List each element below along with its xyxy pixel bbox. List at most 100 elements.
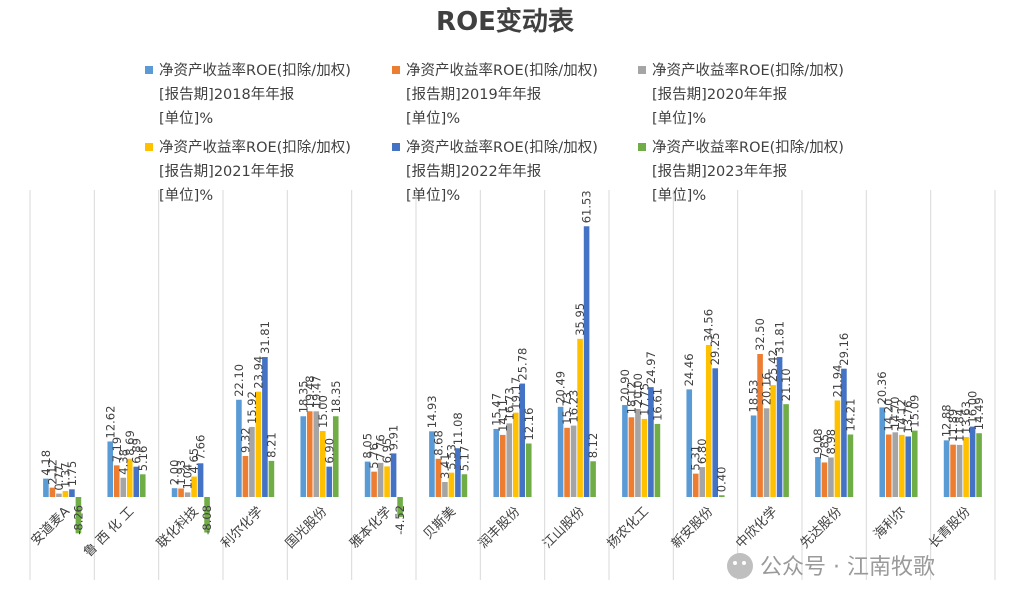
bar — [943, 440, 950, 497]
bar — [442, 482, 448, 497]
data-label: 8.68 — [431, 430, 445, 456]
bar — [699, 467, 706, 497]
bar — [461, 474, 468, 497]
bar — [969, 426, 976, 497]
legend-item-2: 净资产收益率ROE(扣除/加权) [报告期]2019年年报 [单位]% — [392, 62, 598, 127]
bar — [841, 368, 847, 497]
data-label: 12.88 — [940, 404, 954, 437]
bar — [956, 444, 963, 497]
bar — [120, 477, 127, 497]
data-label: 6.95 — [380, 438, 394, 464]
bar — [429, 431, 435, 497]
legend-label: [报告期]2021年年报 — [159, 163, 294, 180]
category-separators — [29, 190, 996, 580]
bar — [783, 404, 789, 497]
data-label: 19.17 — [509, 377, 523, 410]
bar — [262, 357, 268, 497]
data-label: 21.10 — [779, 368, 793, 401]
bar — [493, 428, 500, 497]
legend-label: [单位]% — [652, 110, 706, 127]
bar — [204, 497, 210, 533]
data-label: 8.12 — [586, 433, 600, 459]
data-labels: 4.182.120.771.371.75-8.2612.627.194.388.… — [39, 190, 986, 534]
data-label: 15.92 — [245, 391, 259, 424]
category-label: 国光股份 — [283, 504, 330, 551]
data-label: 61.53 — [580, 190, 594, 223]
bar — [654, 423, 661, 497]
legend-swatch — [638, 143, 646, 151]
data-label: 16.00 — [966, 391, 980, 424]
data-label: 12.16 — [522, 408, 536, 441]
bar — [268, 460, 275, 497]
category-label: 雅本化学 — [347, 504, 395, 552]
data-label: 13.76 — [901, 401, 915, 434]
bar — [249, 426, 255, 497]
data-label: 35.95 — [573, 303, 587, 336]
legend-label: [报告期]2023年年报 — [652, 163, 787, 180]
category-label: 利尔化学 — [218, 504, 266, 552]
bar — [686, 389, 693, 497]
category-label: 联化科技 — [154, 504, 201, 551]
category-label: 鲁 西 化 工 — [81, 504, 137, 560]
bar — [242, 455, 249, 497]
data-label: 22.10 — [232, 364, 246, 397]
data-label: 29.16 — [837, 333, 851, 366]
category-label: 扬农化工 — [605, 504, 652, 551]
bar — [911, 430, 918, 497]
data-label: 20.00 — [631, 373, 645, 406]
data-label: 1.37 — [58, 462, 72, 488]
category-label: 安道麦A — [29, 504, 74, 549]
data-label: 25.78 — [515, 348, 529, 381]
bar — [390, 453, 397, 497]
watermark-text: 公众号 · 江南牧歌 — [760, 555, 935, 580]
data-label: 0.77 — [52, 465, 66, 491]
data-label: 14.11 — [496, 399, 510, 432]
data-label: 24.46 — [682, 353, 696, 386]
category-labels: 安道麦A 鲁 西 化 工联化科技 利尔化学 国光股份 雅本化学 贝斯美 润丰股份 江山股份 扬农… — [29, 504, 974, 561]
bar — [892, 432, 899, 497]
bar — [950, 444, 956, 497]
data-label: 15.73 — [560, 392, 574, 425]
legend-label: [报告期]2019年年报 — [406, 86, 541, 103]
bar — [364, 461, 371, 497]
data-label: 13.63 — [959, 401, 973, 434]
bar — [898, 434, 905, 497]
legend-label: 净资产收益率ROE(扣除/加权) — [652, 139, 844, 156]
bar — [139, 474, 146, 497]
data-label: 14.70 — [888, 396, 902, 429]
data-label: 8.98 — [824, 429, 838, 455]
category-label: 长青股份 — [926, 504, 973, 551]
data-label: 11.08 — [451, 412, 465, 445]
legend-label: [单位]% — [406, 110, 460, 127]
bar — [622, 405, 628, 497]
data-label: 19.47 — [309, 375, 323, 408]
bar — [49, 487, 56, 497]
data-label: 4.38 — [116, 449, 130, 475]
bar — [455, 448, 461, 497]
data-label: 2.12 — [45, 459, 59, 485]
legend: 净资产收益率ROE(扣除/加权) [报告期]2018年年报 [单位]% 净资产收益率R… — [145, 62, 844, 204]
legend-label: [报告期]2018年年报 — [159, 86, 294, 103]
data-label: 14.20 — [882, 399, 896, 432]
data-label: 21.94 — [830, 365, 844, 398]
bar — [62, 490, 69, 497]
bar — [712, 368, 719, 497]
legend-label: [单位]% — [406, 187, 460, 204]
plot-area — [43, 226, 982, 534]
bar — [126, 458, 133, 497]
data-label: 8.21 — [264, 432, 278, 458]
watermark: 公众号 · 江南牧歌 — [727, 553, 935, 580]
legend-swatch — [145, 143, 153, 151]
chart-title: ROE变动表 — [436, 6, 575, 37]
bar — [171, 488, 178, 497]
data-label: 9.91 — [387, 425, 401, 451]
bar — [641, 418, 648, 497]
data-label: -8.08 — [200, 505, 214, 535]
legend-label: 净资产收益率ROE(扣除/加权) — [159, 139, 351, 156]
bar — [628, 417, 635, 497]
data-label: 32.50 — [753, 318, 767, 351]
data-label: 0.40 — [715, 467, 729, 493]
data-label: 29.25 — [708, 332, 722, 365]
data-label: 31.81 — [773, 321, 787, 354]
data-label: 1.75 — [65, 461, 79, 487]
